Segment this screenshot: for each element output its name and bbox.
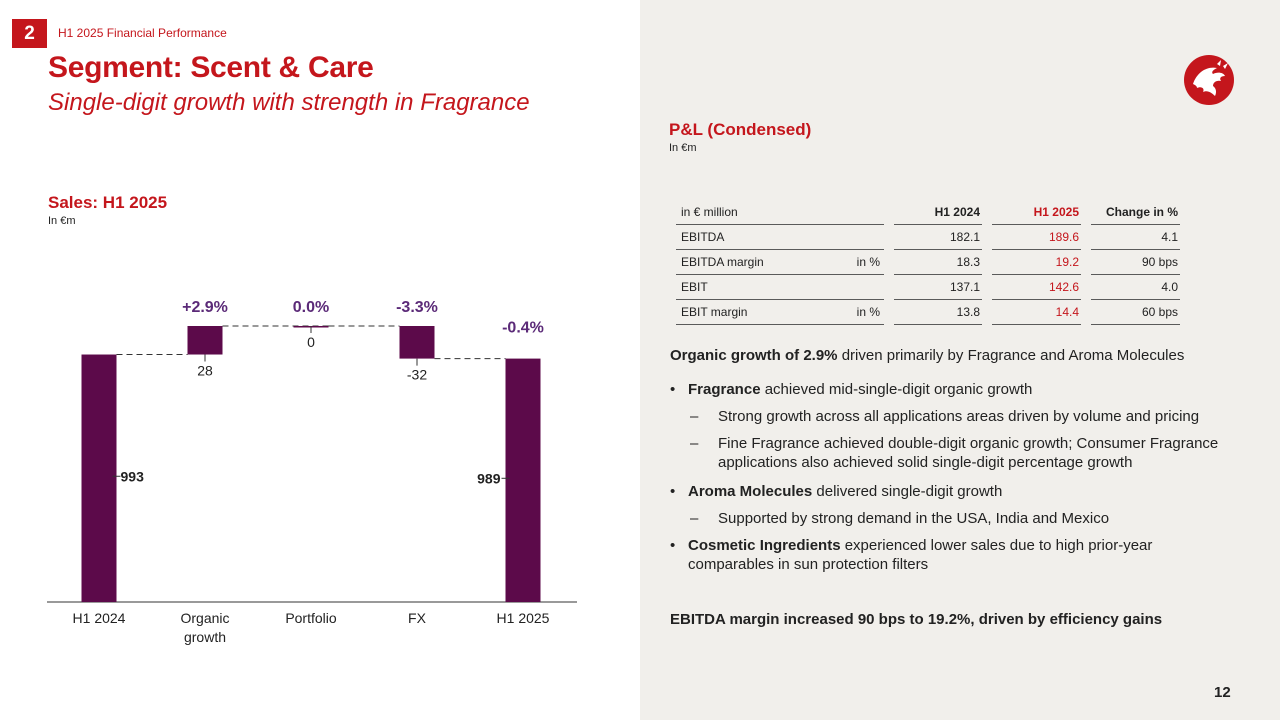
row-h1-2025: 19.2	[992, 250, 1081, 275]
category-label: FX	[408, 610, 427, 626]
row-change: 4.1	[1091, 225, 1180, 250]
section-badge: 2	[12, 19, 47, 48]
pl-header-change: Change in %	[1091, 200, 1180, 225]
bullet-text: delivered single-digit growth	[812, 483, 1003, 500]
table-row: EBITDA 182.1 189.6 4.1	[676, 225, 1180, 250]
bullet-bold: Aroma Molecules	[688, 483, 813, 500]
lead-rest: driven primarily by Fragrance and Aroma …	[837, 347, 1185, 364]
right-panel	[640, 0, 1280, 720]
percent-label: +2.9%	[182, 299, 228, 316]
category-label: Portfolio	[285, 610, 337, 626]
sub-bullet-text: Strong growth across all applications ar…	[718, 408, 1200, 425]
commentary-conclusion: EBITDA margin increased 90 bps to 19.2%,…	[670, 611, 1163, 628]
row-h1-2024: 182.1	[894, 225, 982, 250]
commentary-lead: Organic growth of 2.9% driven primarily …	[670, 346, 1184, 365]
sub-bullet-text: Supported by strong demand in the USA, I…	[718, 510, 1110, 527]
row-label: EBIT margin	[681, 305, 748, 319]
chart-title: Sales: H1 2025	[48, 193, 168, 212]
value-label: 0	[307, 334, 315, 350]
row-unit: in %	[856, 305, 880, 319]
sub-bullet-item: – Supported by strong demand in the USA, …	[690, 509, 1250, 528]
dash-icon: –	[690, 435, 699, 452]
page-title: Segment: Scent & Care	[48, 51, 374, 84]
category-label: H1 2024	[73, 610, 126, 626]
category-label: growth	[184, 629, 226, 645]
pl-title: P&L (Condensed)	[669, 120, 812, 139]
dash-icon: –	[690, 408, 699, 425]
bullet-dot-icon: •	[670, 381, 676, 398]
table-row: EBITDA margin in % 18.3 19.2 90 bps	[676, 250, 1180, 275]
table-row: EBIT 137.1 142.6 4.0	[676, 275, 1180, 300]
bullet-bold: Fragrance	[688, 381, 761, 398]
pl-unit: In €m	[669, 142, 697, 154]
value-label: 993	[121, 468, 145, 484]
value-label: 28	[197, 363, 213, 379]
percent-label: -3.3%	[396, 299, 438, 316]
row-h1-2024: 137.1	[894, 275, 982, 300]
row-unit: in %	[856, 255, 880, 269]
row-h1-2025: 142.6	[992, 275, 1081, 300]
row-h1-2025: 189.6	[992, 225, 1081, 250]
category-label: Organic	[180, 610, 229, 626]
pl-table-header: in € million H1 2024 H1 2025 Change in %	[676, 200, 1180, 225]
bullet-bold: Cosmetic Ingredients	[688, 537, 841, 554]
row-label: EBIT	[681, 280, 708, 294]
dragon-logo-icon	[1183, 54, 1235, 106]
section-label: H1 2025 Financial Performance	[58, 26, 227, 40]
bullet-item: • Aroma Molecules delivered single-digit …	[670, 482, 1230, 501]
lead-bold: Organic growth of 2.9%	[670, 347, 838, 364]
chart-unit: In €m	[48, 215, 76, 227]
bar-fx	[399, 326, 435, 359]
row-h1-2024: 13.8	[894, 300, 982, 325]
row-change: 90 bps	[1091, 250, 1180, 275]
bar-h1-2025	[505, 358, 541, 602]
dash-icon: –	[690, 510, 699, 527]
table-row: EBIT margin in % 13.8 14.4 60 bps	[676, 300, 1180, 325]
page-number: 12	[1214, 684, 1231, 701]
row-label: EBITDA	[681, 230, 725, 244]
row-change: 60 bps	[1091, 300, 1180, 325]
value-label: -32	[407, 367, 427, 383]
value-label: 989	[477, 470, 501, 486]
bullet-item: • Cosmetic Ingredients experienced lower …	[670, 536, 1190, 574]
sub-bullet-item: – Fine Fragrance achieved double-digit or…	[690, 434, 1250, 472]
row-h1-2025: 14.4	[992, 300, 1081, 325]
row-h1-2024: 18.3	[894, 250, 982, 275]
bullet-dot-icon: •	[670, 483, 676, 500]
sub-bullet-text: Fine Fragrance achieved double-digit org…	[718, 435, 1219, 471]
bar-organic-growth	[187, 326, 223, 355]
bullet-text: achieved mid-single-digit organic growth	[760, 381, 1033, 398]
percent-label: -0.4%	[502, 320, 544, 337]
sub-bullet-item: – Strong growth across all applications a…	[690, 407, 1250, 426]
bullet-dot-icon: •	[670, 537, 676, 554]
pl-header-h1-2025: H1 2025	[992, 200, 1081, 225]
bullet-text: experienced lower sales due to high prio…	[688, 537, 1153, 573]
row-change: 4.0	[1091, 275, 1180, 300]
page-subtitle: Single-digit growth with strength in Fra…	[48, 89, 530, 116]
bullet-item: • Fragrance achieved mid-single-digit org…	[670, 380, 1230, 399]
pl-header-h1-2024: H1 2024	[894, 200, 982, 225]
pl-header-label: in € million	[676, 200, 884, 225]
percent-label: 0.0%	[293, 299, 329, 316]
category-label: H1 2025	[497, 610, 550, 626]
waterfall-chart: 993 28 0 -32 989 +2.9% 0.0% -3.3% -0.4% H1 2024 Or…	[47, 299, 577, 645]
bar-h1-2024	[81, 354, 117, 602]
row-label: EBITDA margin	[681, 255, 764, 269]
